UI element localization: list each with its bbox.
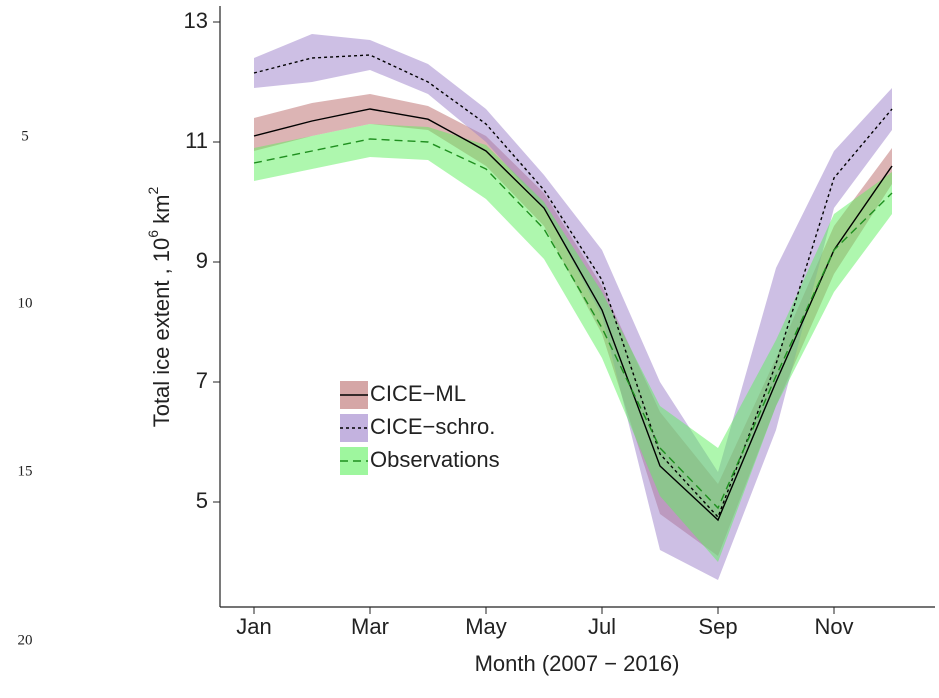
x-axis-label: Month (2007 − 2016) <box>475 651 680 676</box>
line-number: 20 <box>18 632 33 648</box>
y-tick-label: 9 <box>196 248 208 273</box>
legend-label: CICE−ML <box>370 381 466 406</box>
y-label-unit: km <box>149 194 174 229</box>
y-label-sup: 6 <box>145 230 161 238</box>
line <box>253 54 893 519</box>
y-axis-label: Total ice extent , 106 km2 <box>145 186 174 427</box>
line <box>253 138 893 510</box>
y-tick-label: 11 <box>185 128 208 153</box>
y-label-text: Total ice extent , 10 <box>149 238 174 428</box>
y-tick-label: 5 <box>196 488 208 513</box>
x-tick-label: Nov <box>814 614 853 639</box>
legend-label: Observations <box>370 447 500 472</box>
legend-label: CICE−schro. <box>370 414 495 439</box>
x-tick-label: May <box>465 614 507 639</box>
x-tick-label: Mar <box>351 614 389 639</box>
line <box>253 108 893 522</box>
x-tick-label: Sep <box>698 614 737 639</box>
x-tick-label: Jul <box>588 614 616 639</box>
y-tick-label: 7 <box>196 368 208 393</box>
y-tick-label: 13 <box>184 8 208 33</box>
y-label-sup: 2 <box>145 186 161 194</box>
line-number: 5 <box>21 128 29 144</box>
band <box>254 124 892 562</box>
line-number: 15 <box>18 463 33 479</box>
x-tick-label: Jan <box>236 614 271 639</box>
line-number: 10 <box>18 295 33 311</box>
